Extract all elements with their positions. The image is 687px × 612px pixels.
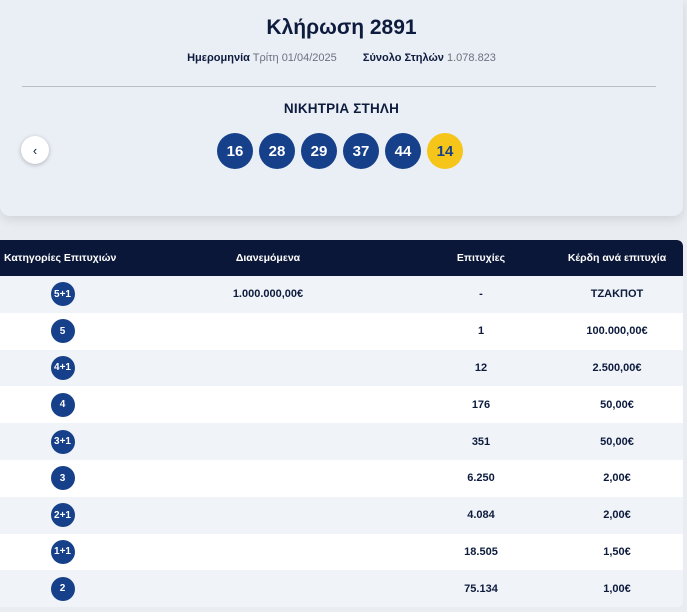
chevron-left-icon: ‹ [32,142,38,158]
table-body: 5+1 1.000.000,00€ - ΤΖΑΚΠΟΤ 5 1 100.000,… [0,276,683,608]
category-badge: 3 [50,466,75,491]
prize-cell: ΤΖΑΚΠΟΤ [590,288,644,301]
category-badge: 5+1 [50,282,75,307]
distributed-cell: 1.000.000,00€ [232,288,304,301]
prize-cell: 100.000,00€ [586,325,648,338]
divider [22,86,656,87]
prize-cell: 50,00€ [600,398,634,411]
winning-numbers: 16 28 29 37 44 14 [217,133,463,169]
number-ball: 28 [259,133,295,169]
category-badge: 2 [50,576,75,601]
number-ball: 29 [301,133,337,169]
winners-cell: 176 [471,398,491,411]
table-row: 2+1 4.084 2,00€ [0,496,683,534]
prize-table: Κατηγορίες Επιτυχιών Διανεμόμενα Επιτυχί… [0,240,683,608]
winners-cell: 6.250 [467,472,495,485]
draw-meta: Ημερομηνία Τρίτη 01/04/2025 Σύνολο Στηλώ… [0,52,683,64]
table-row: 4 176 50,00€ [0,386,683,424]
columns-label: Σύνολο Στηλών [362,52,444,64]
header-prize: Κέρδη ανά επιτυχία [567,252,667,264]
number-ball: 44 [385,133,421,169]
prize-cell: 1,00€ [603,582,631,595]
header-winners: Επιτυχίες [456,252,506,264]
prize-cell: 2,00€ [603,472,631,485]
winners-cell: 18.505 [464,545,498,558]
table-row: 5 1 100.000,00€ [0,312,683,350]
winners-cell: 1 [477,325,485,338]
table-row: 3 6.250 2,00€ [0,459,683,497]
table-header: Κατηγορίες Επιτυχιών Διανεμόμενα Επιτυχί… [0,240,683,276]
number-ball: 16 [217,133,253,169]
category-badge: 1+1 [50,539,75,564]
date-label: Ημερομηνία [187,52,250,64]
category-badge: 4 [50,392,75,417]
table-row: 3+1 351 50,00€ [0,423,683,460]
columns-value: 1.078.823 [446,52,496,64]
header-category: Κατηγορίες Επιτυχιών [4,252,117,264]
winners-cell: 12 [474,361,488,374]
table-row: 2 75.134 1,00€ [0,570,683,608]
category-badge: 3+1 [50,429,75,454]
joker-ball: 14 [427,133,463,169]
winners-cell: - [479,288,483,301]
category-badge: 2+1 [50,503,75,528]
prize-cell: 1,50€ [603,545,631,558]
date-value: Τρίτη 01/04/2025 [252,52,337,64]
prize-cell: 2.500,00€ [592,361,642,374]
previous-draw-button[interactable]: ‹ [21,136,49,164]
winners-cell: 351 [471,435,491,448]
table-row: 4+1 12 2.500,00€ [0,349,683,387]
winners-cell: 4.084 [467,509,495,522]
winners-cell: 75.134 [464,582,498,595]
winning-column-heading: ΝΙΚΗΤΡΙΑ ΣΤΗΛΗ [283,101,400,116]
category-badge: 4+1 [50,355,75,380]
table-row: 5+1 1.000.000,00€ - ΤΖΑΚΠΟΤ [0,276,683,313]
draw-title: Κλήρωση 2891 [266,16,417,39]
header-distributed: Διανεμόμενα [235,252,301,264]
prize-cell: 2,00€ [603,509,631,522]
number-ball: 37 [343,133,379,169]
draw-card: Κλήρωση 2891 Ημερομηνία Τρίτη 01/04/2025… [0,0,683,216]
prize-cell: 50,00€ [600,435,634,448]
table-row: 1+1 18.505 1,50€ [0,533,683,571]
category-badge: 5 [50,319,75,344]
